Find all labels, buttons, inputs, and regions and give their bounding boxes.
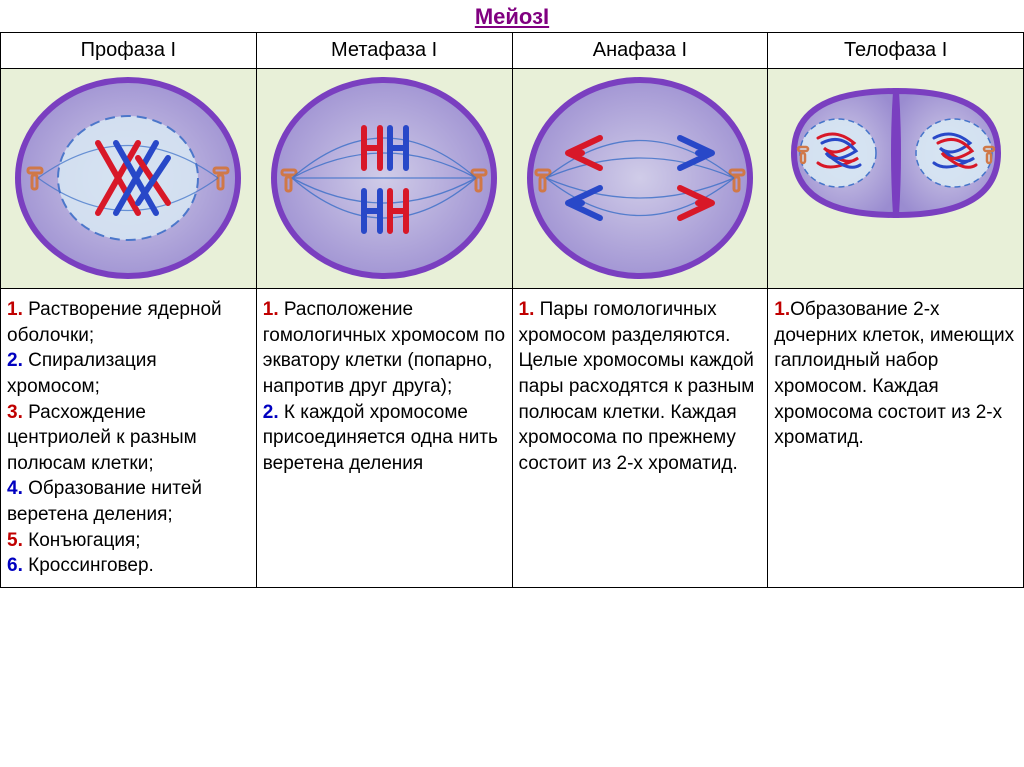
desc-line: 2. Спирализация хромосом; — [7, 348, 250, 399]
list-number: 5. — [7, 530, 23, 551]
list-text: Конъюгация; — [23, 530, 141, 551]
page-title: МейозI — [0, 0, 1024, 32]
diagram-row — [1, 69, 1024, 289]
meiosis-table: Профаза I Метафаза I Анафаза I Телофаза … — [0, 32, 1024, 588]
header-row: Профаза I Метафаза I Анафаза I Телофаза … — [1, 33, 1024, 69]
metaphase-svg — [264, 73, 504, 283]
desc-line: 1. Расположение гомологичных хромосом по… — [263, 297, 506, 400]
list-number: 6. — [7, 555, 23, 576]
list-number: 2. — [7, 350, 23, 371]
desc-line: 3. Расхождение центриолей к разным полюс… — [7, 400, 250, 477]
diagram-metaphase — [256, 69, 512, 289]
list-text: Образование 2-х дочерних клеток, имеющих… — [774, 299, 1014, 448]
list-number: 3. — [7, 402, 23, 423]
list-text: Расхождение центриолей к разным полюсам … — [7, 402, 197, 474]
list-text: К каждой хромосоме присоединяется одна н… — [263, 402, 498, 474]
col-header-metaphase: Метафаза I — [256, 33, 512, 69]
description-row: 1. Растворение ядерной оболочки;2. Спира… — [1, 289, 1024, 588]
diagram-prophase — [1, 69, 257, 289]
anaphase-svg — [520, 73, 760, 283]
list-number: 1. — [774, 299, 790, 320]
list-number: 1. — [519, 299, 535, 320]
col-header-prophase: Профаза I — [1, 33, 257, 69]
desc-line: 6. Кроссинговер. — [7, 553, 250, 579]
diagram-telophase — [768, 69, 1024, 289]
desc-line: 1.Образование 2-х дочерних клеток, имеющ… — [774, 297, 1017, 451]
desc-metaphase: 1. Расположение гомологичных хромосом по… — [256, 289, 512, 588]
list-text: Расположение гомологичных хромосом по эк… — [263, 299, 505, 397]
desc-anaphase: 1. Пары гомологичных хромосом разделяютс… — [512, 289, 768, 588]
list-number: 2. — [263, 402, 279, 423]
desc-telophase: 1.Образование 2-х дочерних клеток, имеющ… — [768, 289, 1024, 588]
prophase-svg — [8, 73, 248, 283]
desc-line: 1. Пары гомологичных хромосом разделяютс… — [519, 297, 762, 476]
desc-line: 1. Растворение ядерной оболочки; — [7, 297, 250, 348]
list-text: Пары гомологичных хромосом разделяются. … — [519, 299, 755, 474]
list-number: 1. — [263, 299, 279, 320]
list-text: Растворение ядерной оболочки; — [7, 299, 222, 346]
list-number: 1. — [7, 299, 23, 320]
col-header-anaphase: Анафаза I — [512, 33, 768, 69]
desc-line: 2. К каждой хромосоме присоединяется одн… — [263, 400, 506, 477]
list-number: 4. — [7, 478, 23, 499]
list-text: Спирализация хромосом; — [7, 350, 157, 397]
desc-line: 5. Конъюгация; — [7, 528, 250, 554]
telophase-svg — [776, 73, 1016, 233]
col-header-telophase: Телофаза I — [768, 33, 1024, 69]
list-text: Образование нитей веретена деления; — [7, 478, 202, 525]
desc-line: 4. Образование нитей веретена деления; — [7, 476, 250, 527]
list-text: Кроссинговер. — [23, 555, 154, 576]
diagram-anaphase — [512, 69, 768, 289]
desc-prophase: 1. Растворение ядерной оболочки;2. Спира… — [1, 289, 257, 588]
